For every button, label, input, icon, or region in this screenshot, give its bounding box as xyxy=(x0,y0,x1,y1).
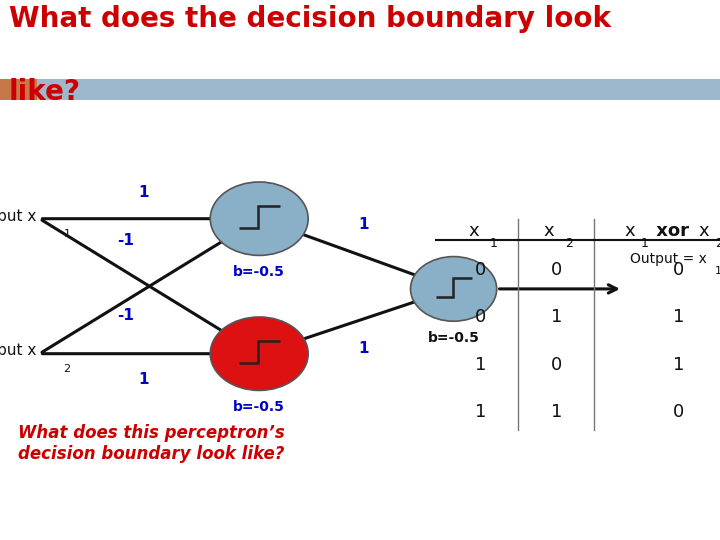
Circle shape xyxy=(210,317,308,390)
Text: x: x xyxy=(544,222,554,240)
Text: b=-0.5: b=-0.5 xyxy=(428,331,480,345)
Text: Input x: Input x xyxy=(0,208,36,224)
Text: 1: 1 xyxy=(359,217,369,232)
Circle shape xyxy=(210,182,308,255)
Text: 2: 2 xyxy=(715,237,720,250)
Text: 1: 1 xyxy=(551,308,562,326)
Text: 0: 0 xyxy=(475,261,486,279)
Text: What does the decision boundary look: What does the decision boundary look xyxy=(9,5,611,33)
Text: x: x xyxy=(468,222,479,240)
Text: -1: -1 xyxy=(117,233,135,248)
Text: 0: 0 xyxy=(551,261,562,279)
Text: 0: 0 xyxy=(673,261,684,279)
Text: 1: 1 xyxy=(475,356,486,374)
Text: 0: 0 xyxy=(475,308,486,326)
Text: 1: 1 xyxy=(673,308,684,326)
Text: xor: xor xyxy=(649,222,695,240)
Bar xyxy=(0,79,720,100)
Text: 1: 1 xyxy=(359,341,369,356)
Text: x: x xyxy=(698,222,708,240)
Circle shape xyxy=(410,256,497,321)
Text: 1: 1 xyxy=(63,229,71,239)
Text: b=-0.5: b=-0.5 xyxy=(233,265,285,279)
Text: 1: 1 xyxy=(715,266,720,276)
Text: 0: 0 xyxy=(551,356,562,374)
Text: 1: 1 xyxy=(139,372,149,387)
Text: b=-0.5: b=-0.5 xyxy=(233,400,285,414)
Text: Output = x: Output = x xyxy=(630,252,707,266)
Text: like?: like? xyxy=(9,78,81,106)
Text: Input x: Input x xyxy=(0,343,36,359)
Text: 1: 1 xyxy=(139,185,149,200)
Bar xyxy=(0,79,37,100)
Text: 0: 0 xyxy=(673,403,684,421)
Text: 2: 2 xyxy=(63,364,71,374)
Text: 1: 1 xyxy=(475,403,486,421)
Text: x: x xyxy=(624,222,635,240)
Text: What does this perceptron’s
decision boundary look like?: What does this perceptron’s decision bou… xyxy=(18,424,284,463)
Text: 1: 1 xyxy=(641,237,648,250)
Text: 2: 2 xyxy=(565,237,572,250)
Text: 1: 1 xyxy=(551,403,562,421)
Text: -1: -1 xyxy=(117,308,135,323)
Text: 1: 1 xyxy=(490,237,497,250)
Text: 1: 1 xyxy=(673,356,684,374)
